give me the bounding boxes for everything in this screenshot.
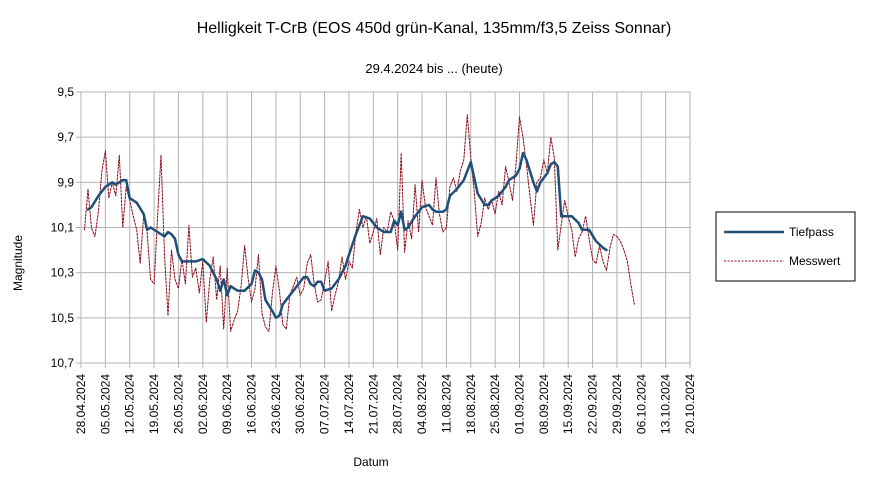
legend-label-messwert: Messwert xyxy=(789,254,841,268)
y-tick-label: 10,1 xyxy=(51,221,75,235)
chart-title: Helligkeit T-CrB (EOS 450d grün-Kanal, 1… xyxy=(197,20,672,37)
legend-box xyxy=(715,211,856,282)
x-tick-label: 12.05.2024 xyxy=(123,374,137,434)
y-tick-label: 9,5 xyxy=(57,85,74,99)
x-tick-label: 22.09.2024 xyxy=(586,374,600,434)
x-tick-label: 14.07.2024 xyxy=(342,374,356,434)
x-tick-label: 25.08.2024 xyxy=(488,374,502,434)
x-tick-label: 08.09.2024 xyxy=(537,374,551,434)
series-lines xyxy=(84,114,635,332)
y-tick-label: 10,7 xyxy=(51,356,75,370)
y-tick-label: 10,5 xyxy=(51,311,75,325)
x-axis-label: Datum xyxy=(353,455,388,469)
y-tick-label: 9,9 xyxy=(57,175,74,189)
x-tick-label: 21.07.2024 xyxy=(366,374,380,434)
chart-subtitle: 29.4.2024 bis ... (heute) xyxy=(365,61,502,76)
legend: Tiefpass Messwert xyxy=(715,211,856,282)
y-axis-ticks: 9,5 9,7 9,9 10,1 10,3 10,5 10,7 xyxy=(51,85,81,370)
x-tick-label: 04.08.2024 xyxy=(415,374,429,434)
legend-label-tiefpass: Tiefpass xyxy=(789,225,834,239)
x-tick-label: 09.06.2024 xyxy=(220,374,234,434)
series-line-messwert xyxy=(84,114,635,332)
y-axis-label: Magnitude xyxy=(11,235,25,291)
x-tick-label: 23.06.2024 xyxy=(269,374,283,434)
x-tick-label: 16.06.2024 xyxy=(245,374,259,434)
x-tick-label: 29.09.2024 xyxy=(610,374,624,434)
x-axis-ticks: 28.04.2024 05.05.2024 12.05.2024 19.05.2024… xyxy=(74,363,697,434)
x-tick-label: 18.08.2024 xyxy=(464,374,478,434)
x-tick-label: 30.06.2024 xyxy=(293,374,307,434)
series-line-tiefpass xyxy=(86,151,608,320)
x-tick-label: 28.04.2024 xyxy=(74,374,88,434)
x-tick-label: 19.05.2024 xyxy=(147,374,161,434)
y-tick-label: 9,7 xyxy=(57,130,74,144)
x-tick-label: 20.10.2024 xyxy=(683,374,697,434)
plot-grid xyxy=(80,91,691,364)
x-tick-label: 02.06.2024 xyxy=(196,374,210,434)
x-tick-label: 13.10.2024 xyxy=(659,374,673,434)
x-tick-label: 26.05.2024 xyxy=(171,374,185,434)
x-tick-label: 07.07.2024 xyxy=(318,374,332,434)
x-tick-label: 01.09.2024 xyxy=(512,374,526,434)
x-tick-label: 11.08.2024 xyxy=(439,374,453,433)
x-tick-label: 06.10.2024 xyxy=(634,374,648,434)
x-tick-label: 05.05.2024 xyxy=(98,374,112,434)
x-tick-label: 15.09.2024 xyxy=(561,374,575,434)
y-tick-label: 10,3 xyxy=(51,266,75,280)
x-tick-label: 28.07.2024 xyxy=(391,374,405,434)
